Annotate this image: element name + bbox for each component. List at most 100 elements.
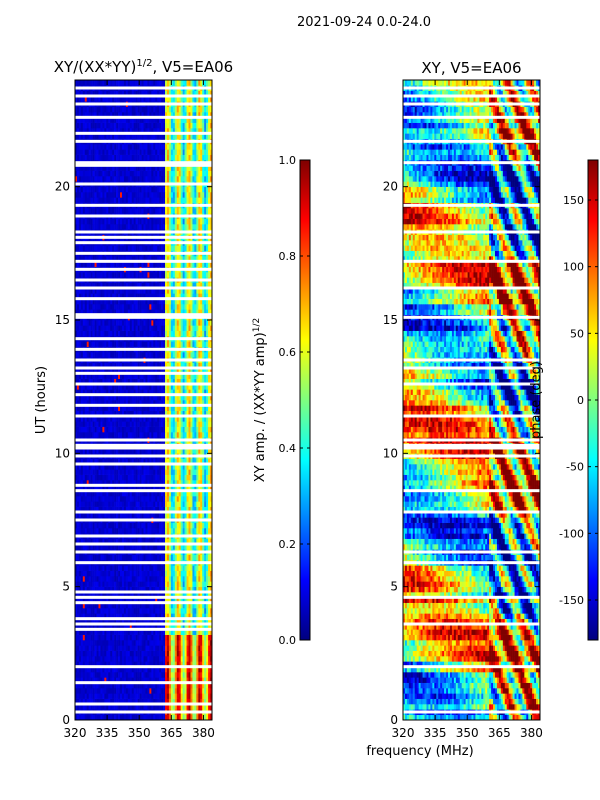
heatmap-cell <box>166 650 170 657</box>
heatmap-cell <box>90 698 93 705</box>
heatmap-cell <box>131 362 135 369</box>
heatmap-cell <box>108 597 111 603</box>
heatmap-cell <box>166 597 170 603</box>
heatmap-cell <box>100 704 103 710</box>
heatmap-cell <box>120 448 123 454</box>
heatmap-cell <box>114 538 117 545</box>
heatmap-cell <box>163 714 166 720</box>
heatmap-cell <box>141 608 144 614</box>
heatmap-cell <box>194 581 197 587</box>
heatmap-cell <box>108 624 111 630</box>
heatmap-cell <box>206 576 209 582</box>
heatmap-cell <box>116 469 119 475</box>
heatmap-cell <box>127 362 131 369</box>
heatmap-cell <box>98 490 101 497</box>
heatmap-cell <box>184 576 187 582</box>
heatmap-cell <box>208 400 211 406</box>
heatmap-cell <box>133 362 136 369</box>
heatmap-cell <box>120 394 123 401</box>
heatmap-cell <box>178 432 181 438</box>
heatmap-cell <box>129 688 133 694</box>
heatmap-cell <box>151 629 154 635</box>
heatmap-cell <box>204 629 207 635</box>
heatmap-cell <box>112 629 115 635</box>
heatmap-cell <box>192 618 195 625</box>
heatmap-cell <box>129 666 133 673</box>
heatmap-cell <box>116 608 119 614</box>
heatmap-cell <box>75 613 78 619</box>
heatmap-cell <box>80 586 84 593</box>
heatmap-cell <box>206 426 209 433</box>
heatmap-cell <box>204 448 207 454</box>
heatmap-cell <box>110 474 113 481</box>
heatmap-cell <box>198 629 201 635</box>
heatmap-cell <box>120 458 123 465</box>
heatmap-cell <box>76 592 80 598</box>
heatmap-cell <box>96 352 99 358</box>
heatmap-cell <box>208 464 211 470</box>
heatmap-cell <box>176 528 180 534</box>
heatmap-cell <box>96 661 99 667</box>
heatmap-cell <box>206 624 209 630</box>
heatmap-cell <box>78 421 82 427</box>
heatmap-cell <box>194 554 197 561</box>
heatmap-cell <box>120 672 123 678</box>
heatmap-cell <box>76 416 80 422</box>
heatmap-cell <box>75 528 78 534</box>
heatmap-cell <box>147 394 150 401</box>
heatmap-cell <box>94 528 97 534</box>
heatmap-cell <box>176 512 180 518</box>
heatmap-cell <box>112 474 115 481</box>
heatmap-cell <box>123 528 127 534</box>
heatmap-cell <box>198 528 201 534</box>
heatmap-cell <box>208 544 211 550</box>
heatmap-cell <box>194 368 197 374</box>
heatmap-cell <box>166 629 170 635</box>
heatmap-cell <box>86 464 89 470</box>
heatmap-cell <box>198 474 201 481</box>
heatmap-cell <box>196 389 199 395</box>
heatmap-cell <box>120 714 123 720</box>
heatmap-cell <box>98 421 101 427</box>
heatmap-cell <box>178 496 181 502</box>
heatmap-cell <box>172 570 176 577</box>
heatmap-cell <box>202 501 205 507</box>
heatmap-cell <box>78 656 82 662</box>
heatmap-cell <box>147 613 150 619</box>
heatmap-cell <box>163 458 166 465</box>
heatmap-cell <box>92 352 95 358</box>
heatmap-cell <box>184 426 187 433</box>
heatmap-row <box>75 714 212 720</box>
heatmap-cell <box>143 400 146 406</box>
heatmap-cell <box>208 458 211 465</box>
heatmap-cell <box>98 400 101 406</box>
heatmap-cell <box>178 677 181 683</box>
heatmap-cell <box>135 618 138 625</box>
heatmap-cell <box>153 405 156 411</box>
heatmap-cell <box>163 352 166 358</box>
heatmap-cell <box>145 656 148 662</box>
heatmap-cell <box>137 506 140 513</box>
heatmap-cell <box>120 698 123 705</box>
heatmap-cell <box>165 602 168 609</box>
heatmap-cell <box>188 650 191 657</box>
heatmap-cell <box>202 613 205 619</box>
heatmap-cell <box>159 421 162 427</box>
heatmap-cell <box>120 368 123 374</box>
heatmap-cell <box>139 448 142 454</box>
heatmap-cell <box>84 373 88 379</box>
heatmap-cell <box>139 432 142 438</box>
heatmap-cell <box>123 485 127 491</box>
heatmap-cell <box>149 506 152 513</box>
heatmap-cell <box>90 469 93 475</box>
heatmap-cell <box>123 501 127 507</box>
heatmap-cell <box>174 693 178 699</box>
heatmap-cell <box>88 432 91 438</box>
heatmap-cell <box>196 490 199 497</box>
heatmap-cell <box>186 400 189 406</box>
heatmap-cell <box>198 421 201 427</box>
heatmap-cell <box>145 538 148 545</box>
heatmap-cell <box>188 698 191 705</box>
heatmap-cell <box>104 384 107 390</box>
heatmap-cell <box>104 693 107 699</box>
